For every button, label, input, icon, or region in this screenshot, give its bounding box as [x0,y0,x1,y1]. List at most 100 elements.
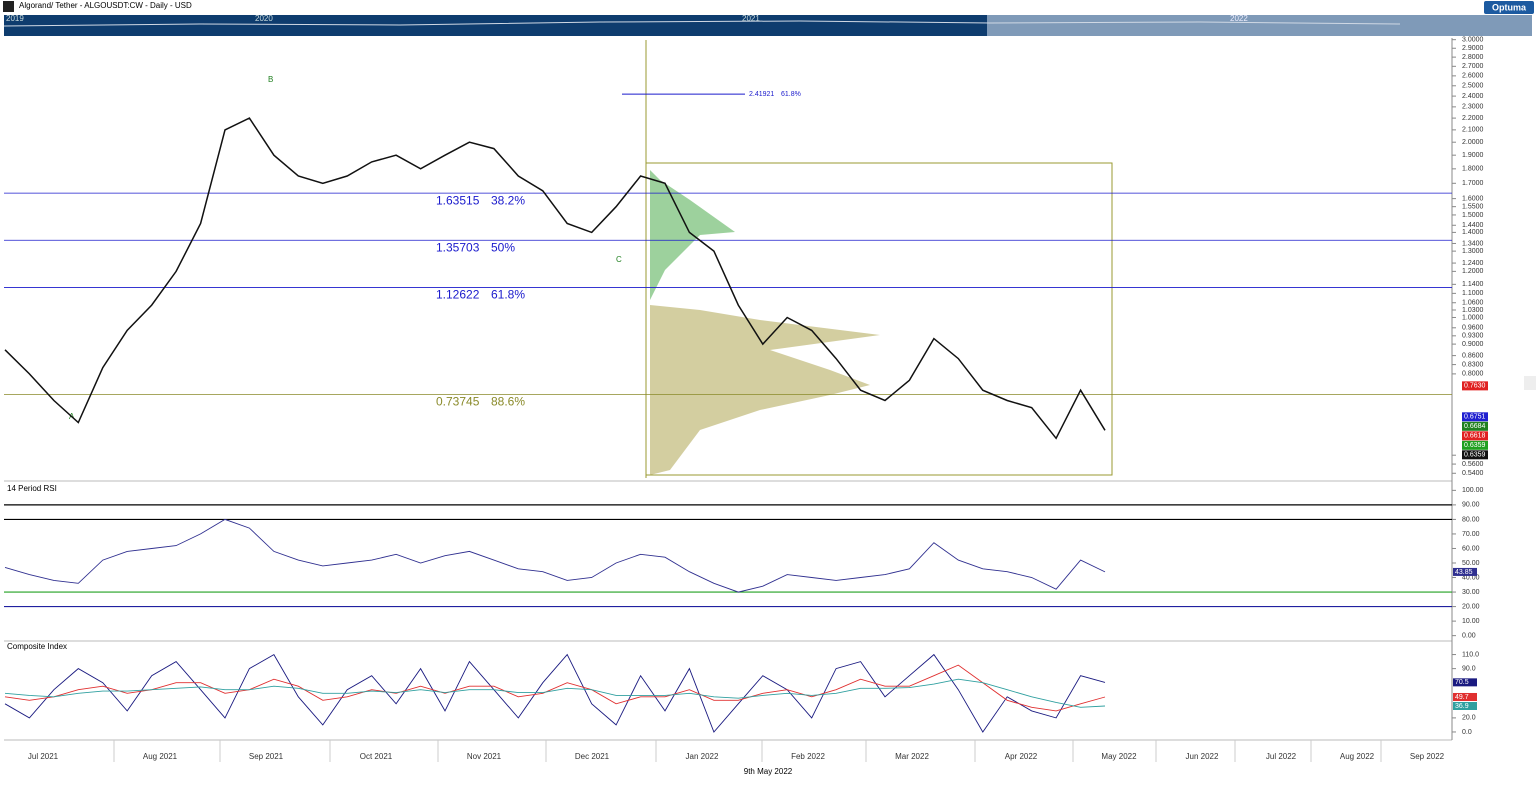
y-tick-label: 90.00 [1462,502,1480,509]
overview-window[interactable] [987,15,1532,36]
y-tick-label: 20.0 [1462,715,1476,722]
x-tick-label: Sep 2022 [1410,752,1445,761]
wave-label: B [268,75,273,84]
y-tick-label: 1.2000 [1462,268,1484,275]
price-label: 0.6684 [1464,423,1486,430]
y-tick-label: 0.9300 [1462,333,1484,340]
overview-line [3,20,1401,27]
x-tick-label: Dec 2021 [575,752,610,761]
panel-title: Composite Index [7,642,67,651]
y-tick-label: 0.0 [1462,729,1472,736]
year-label: 2021 [742,14,760,23]
fib-pct: 88.6% [491,395,525,409]
x-tick-label: Jan 2022 [686,752,719,761]
x-tick-label: May 2022 [1101,752,1137,761]
x-tick-label: Apr 2022 [1005,752,1038,761]
year-label: 2022 [1230,14,1248,23]
value-label: 49.7 [1455,694,1469,701]
price-box [1462,450,1488,460]
year-label: 2020 [255,14,273,23]
logo [1484,1,1534,14]
y-tick-label: 1.0600 [1462,300,1484,307]
y-tick-label: 110.0 [1462,651,1479,658]
panel-title: 14 Period RSI [7,484,57,493]
price-label: 0.6751 [1464,414,1486,421]
y-tick-label: 1.0300 [1462,307,1484,314]
series-line [4,664,1106,712]
fib-value: 1.12622 [436,288,480,302]
fib-pct: 50% [491,240,515,254]
y-tick-label: 3.0000 [1462,37,1484,44]
series-line [4,653,1106,733]
wave-label: C [616,255,622,264]
y-tick-label: 100.00 [1462,487,1484,494]
y-tick-label: 40.00 [1462,574,1480,581]
x-tick-label: Oct 2021 [360,752,393,761]
y-tick-label: 2.5000 [1462,83,1484,90]
y-tick-label: 2.9000 [1462,45,1484,52]
y-tick-label: 60.00 [1462,545,1480,552]
value-label: 43.85 [1455,569,1473,576]
series-line [4,117,1106,440]
y-tick-label: 1.6000 [1462,195,1484,202]
y-tick-label: 0.8000 [1462,371,1484,378]
y-tick-label: 0.00 [1462,632,1476,639]
x-tick-label: Jul 2022 [1266,752,1297,761]
y-tick-label: 2.1000 [1462,127,1484,134]
value-label: 36.9 [1455,703,1469,710]
y-tick-label: 0.5400 [1462,470,1484,477]
y-tick-label: 0.8300 [1462,361,1484,368]
y-tick-label: 1.1000 [1462,290,1484,297]
x-tick-label: Jun 2022 [1186,752,1219,761]
price-box [1462,440,1488,450]
value-box [1453,692,1477,701]
x-tick-label: Nov 2021 [467,752,502,761]
y-tick-label: 2.0000 [1462,139,1484,146]
y-tick-label: 2.8000 [1462,54,1484,61]
price-label: 0.6618 [1464,433,1486,440]
year-label: 2019 [6,14,24,23]
y-tick-label: 1.4400 [1462,222,1484,229]
y-tick-label: 70.00 [1462,531,1480,538]
fib-pct: 38.2% [491,193,525,207]
y-tick-label: 30.00 [1462,589,1480,596]
y-tick-label: 1.0000 [1462,314,1484,321]
x-tick-label: Jul 2021 [28,752,59,761]
price-label: 0.6359 [1464,442,1486,449]
fib-value: 1.35703 [436,240,480,254]
chart-title: Algorand/ Tether - ALGOUSDT:CW - Daily -… [19,1,192,10]
y-tick-label: 0.8600 [1462,352,1484,359]
value-box [1453,567,1477,576]
price-label: 0.7630 [1464,383,1486,390]
y-tick-label: 1.8000 [1462,166,1484,173]
x-tick-label: Aug 2021 [143,752,178,761]
value-label: 70.5 [1455,679,1469,686]
y-tick-label: 2.3000 [1462,104,1484,111]
price-box [1462,381,1488,391]
x-tick-label: Mar 2022 [895,752,929,761]
value-box [1453,678,1477,687]
extension-value: 2.41921 [749,91,774,98]
series-line [4,678,1106,708]
y-tick-label: 2.6000 [1462,73,1484,80]
logo-text: Optuma [1492,2,1527,12]
y-tick-label: 2.7000 [1462,63,1484,70]
volume-profile [650,305,880,475]
value-box [1453,701,1477,710]
overview-strip[interactable] [4,15,987,36]
fib-value: 0.73745 [436,395,480,409]
series-line [4,518,1106,593]
y-tick-label: 1.3400 [1462,240,1484,247]
side-tab[interactable] [1524,376,1536,390]
y-tick-label: 2.4000 [1462,93,1484,100]
y-tick-label: 80.00 [1462,516,1480,523]
y-tick-label: 1.3000 [1462,248,1484,255]
y-tick-label: 1.2400 [1462,260,1484,267]
menu-icon[interactable] [3,1,14,12]
price-box [1462,412,1488,422]
x-tick-label: Sep 2021 [249,752,284,761]
y-tick-label: 20.00 [1462,603,1480,610]
extension-pct: 61.8% [781,91,801,98]
y-tick-label: 0.5600 [1462,461,1484,468]
